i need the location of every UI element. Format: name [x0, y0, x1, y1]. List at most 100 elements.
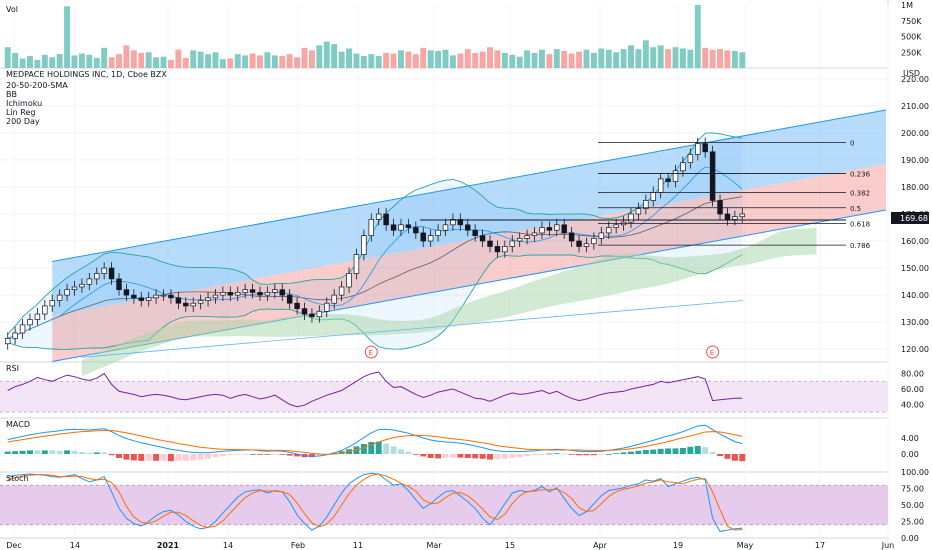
macd-histogram-bar	[375, 441, 382, 454]
candle-body	[442, 224, 449, 231]
candlesticks[interactable]	[4, 137, 746, 350]
macd-histogram-bar	[78, 452, 85, 454]
macd-histogram-bar	[702, 447, 709, 454]
macd-histogram-bar	[338, 451, 345, 454]
volume-bar	[405, 51, 412, 68]
volume-bar	[346, 48, 352, 68]
volume-bar	[583, 49, 590, 68]
price-tick-label: 200.00	[901, 129, 929, 138]
macd-histogram-bar	[93, 452, 100, 454]
volume-bar	[509, 54, 516, 68]
candle-body	[286, 294, 293, 304]
macd-histogram-bar	[568, 454, 575, 455]
macd-histogram-bar	[405, 451, 412, 454]
macd-histogram-bar	[538, 454, 545, 455]
fib-retracement[interactable]: 0 0.236 0.382 0.5 0.618 0.786	[420, 139, 871, 250]
macd-histogram-bar	[487, 454, 493, 460]
candle-body	[138, 297, 144, 301]
fib-level-label: 0.382	[850, 189, 870, 197]
macd-histogram-bar	[56, 450, 63, 454]
macd-histogram-bar	[598, 454, 605, 455]
volume-bar	[294, 57, 301, 68]
volume-bar	[331, 44, 338, 68]
candle-body	[524, 235, 530, 239]
volume-tick-label: 500K	[901, 33, 922, 42]
macd-histogram-bar	[665, 448, 672, 454]
volume-bar	[516, 56, 523, 68]
macd-histogram-bar	[724, 454, 731, 459]
volume-bar	[390, 53, 397, 68]
macd-histogram-bar	[108, 454, 115, 456]
candle-body	[123, 289, 130, 296]
candle-body	[153, 294, 159, 299]
candle-body	[190, 302, 196, 307]
volume-bar	[49, 57, 56, 68]
rsi-band	[0, 381, 888, 413]
candle-body	[546, 227, 553, 231]
fib-level-label: 0.236	[850, 170, 871, 178]
last-price-badge-bg	[891, 212, 929, 224]
indicator-label: 200 Day	[6, 117, 40, 126]
stoch-tick-label: 100.00	[901, 468, 929, 477]
earnings-marker	[706, 345, 720, 359]
macd-histogram-bar	[390, 446, 397, 454]
currency-label: USD	[903, 69, 920, 78]
macd-histogram-bar	[116, 454, 122, 458]
candle-body	[4, 338, 11, 345]
stoch-d-line	[7, 473, 743, 531]
candle-body	[643, 200, 649, 209]
candle-body	[516, 237, 523, 242]
candle-body	[168, 294, 174, 299]
macd-histogram-bar	[717, 454, 723, 456]
candle-body	[27, 319, 33, 326]
price-axis[interactable]: 220.00210.00200.00190.00180.00170.00160.…	[901, 1, 929, 543]
stoch-title: Stoch	[6, 474, 29, 483]
volume-bar	[546, 54, 553, 68]
volume-bar	[457, 53, 464, 68]
rsi-tick-label: 40.00	[901, 400, 924, 409]
volume-bar	[576, 51, 583, 68]
bollinger-upper	[7, 132, 743, 335]
macd-histogram-bar	[576, 454, 583, 456]
macd-histogram-bar	[212, 454, 219, 458]
candle-body	[531, 232, 538, 236]
candle-body	[205, 297, 211, 301]
volume-bar	[420, 47, 427, 68]
macd-histogram-bar	[546, 453, 553, 455]
candle-body	[583, 243, 590, 247]
candle-body	[86, 278, 93, 285]
candle-body	[502, 246, 508, 253]
candle-body	[242, 289, 248, 293]
macd-histogram-bar	[279, 454, 286, 455]
macd-histogram-bar	[271, 454, 278, 455]
macd-histogram-bar	[398, 449, 404, 454]
price-tick-label: 180.00	[901, 183, 929, 192]
volume-bar	[702, 47, 709, 68]
macd-histogram-bar	[130, 454, 137, 461]
macd-histogram-bar	[182, 454, 189, 461]
time-axis[interactable]: Dec 14 2021 14 Feb 11 Mar 15 Apr 19 May 17 Jun	[6, 541, 894, 550]
macd-histogram-bar	[694, 446, 701, 454]
candle-body	[435, 229, 441, 236]
volume-bar	[264, 52, 271, 68]
volume-bar	[568, 53, 575, 68]
time-tick-label: 14	[223, 541, 233, 550]
sma-200	[81, 300, 744, 358]
candle-body	[301, 308, 308, 315]
volume-bar	[694, 5, 701, 68]
time-tick-label: 15	[505, 541, 515, 550]
candle-body	[413, 227, 419, 234]
signal-line	[7, 429, 743, 455]
candle-body	[479, 235, 486, 242]
time-tick-label: May	[737, 541, 754, 550]
candle-body	[101, 267, 107, 274]
candle-body	[494, 246, 501, 253]
macd-histogram-bar	[472, 454, 479, 459]
candle-body	[175, 297, 182, 304]
volume-bar	[219, 59, 226, 68]
macd-histogram-bar	[464, 454, 471, 458]
candle-body	[338, 286, 345, 296]
candle-body	[108, 267, 115, 280]
